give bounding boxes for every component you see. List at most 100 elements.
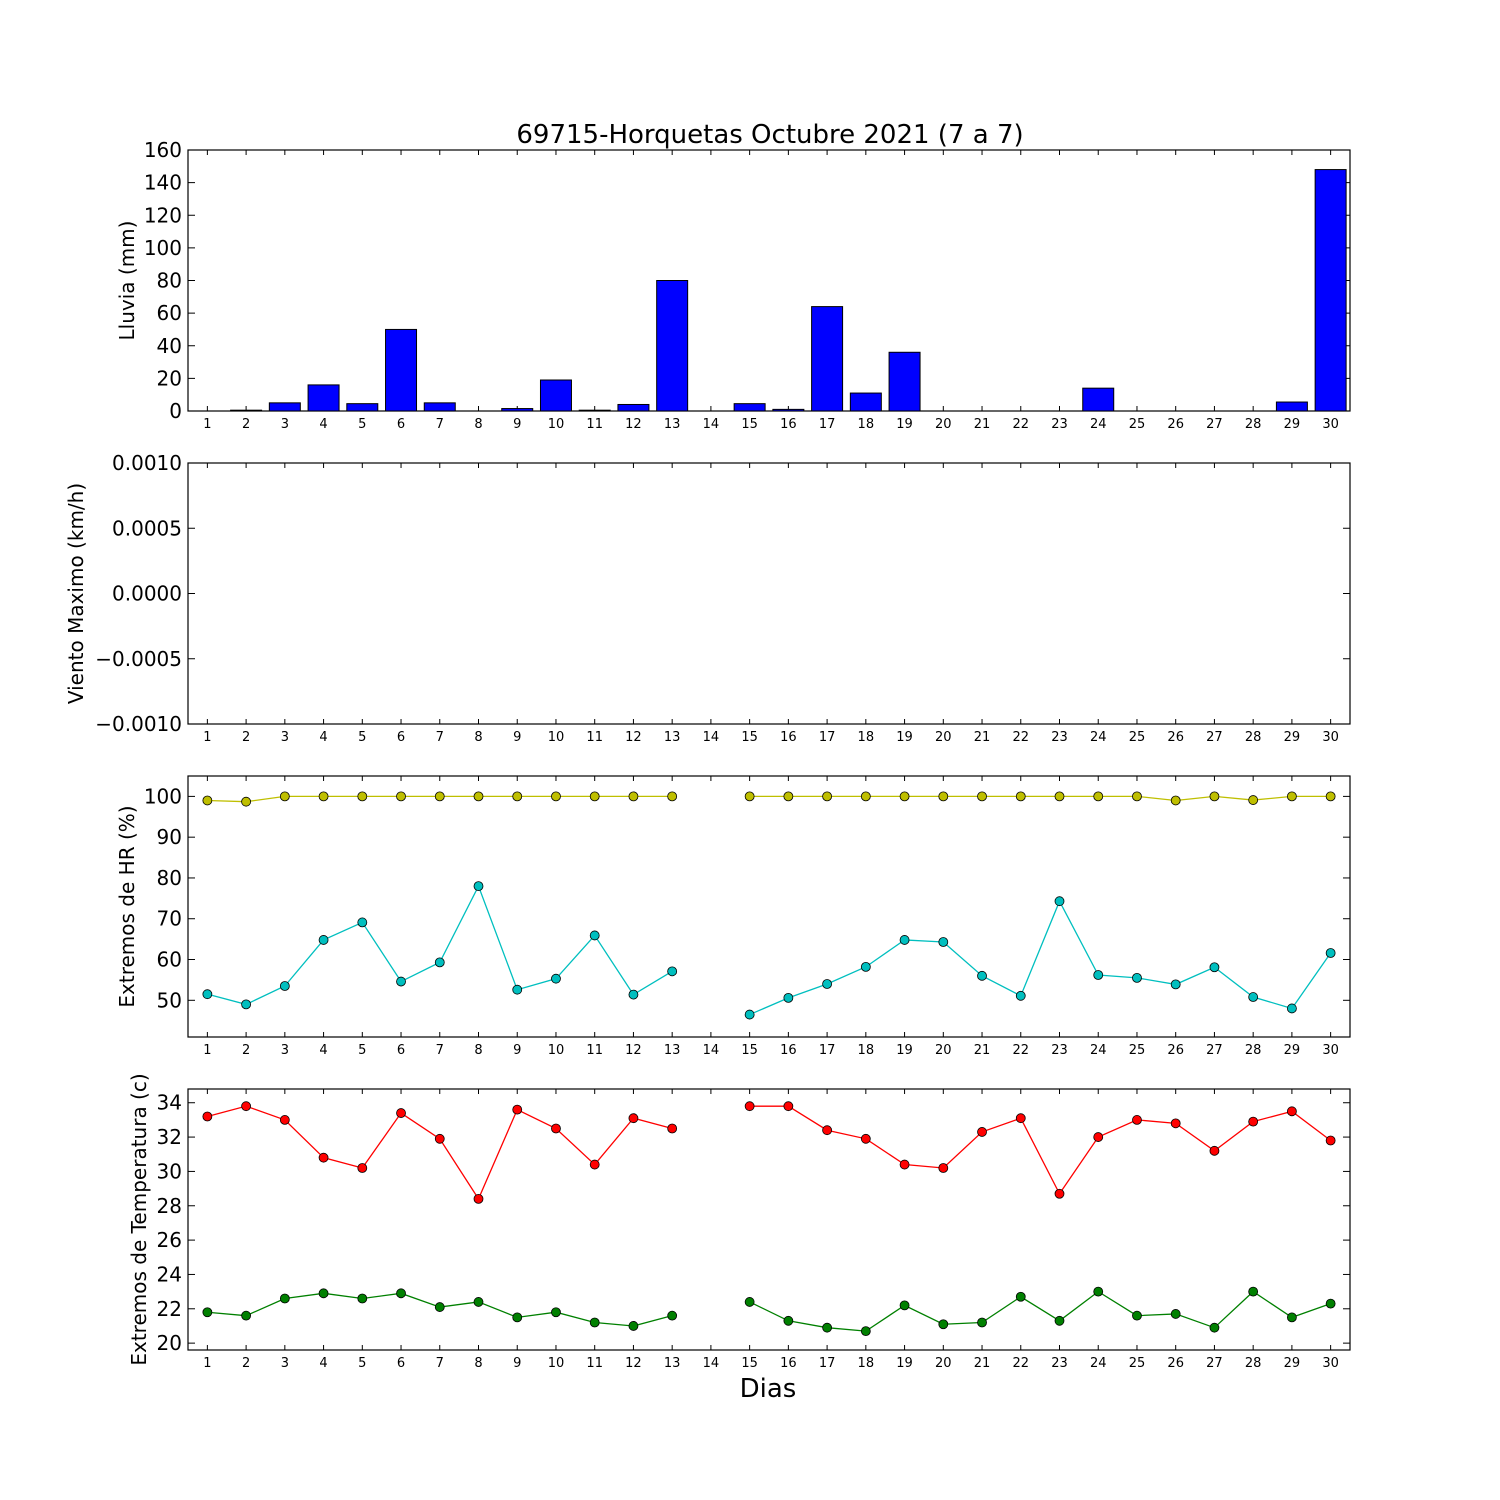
plot-frame	[187, 149, 1351, 412]
x-tick-label: 28	[1245, 1356, 1262, 1371]
x-tick-label: 14	[703, 1356, 720, 1371]
x-tick-label: 7	[436, 417, 444, 432]
hr_min-point	[318, 935, 329, 945]
x-axis-label: Dias	[740, 1374, 797, 1404]
t_max-point	[357, 1163, 368, 1173]
y-tick-label: 0.0010	[112, 451, 182, 475]
t_max-point	[899, 1159, 910, 1170]
x-tick-label: 1	[203, 1356, 211, 1371]
hr_min-point	[551, 973, 561, 984]
x-tick-label: 15	[741, 1043, 758, 1058]
hr_max-line	[749, 795, 1331, 802]
t_max-point	[241, 1101, 252, 1112]
x-tick-label: 16	[780, 417, 797, 432]
plot-frame	[187, 462, 1351, 725]
x-tick-label: 28	[1245, 417, 1262, 432]
x-tick-label: 27	[1206, 730, 1223, 745]
x-tick-label: 9	[513, 730, 521, 745]
plot-frame	[187, 775, 1351, 1038]
t_max-point	[1093, 1132, 1104, 1142]
t_max-point	[473, 1193, 484, 1204]
rain-bar	[578, 409, 611, 412]
hr_min-point	[512, 984, 523, 995]
x-tick-label: 21	[974, 417, 991, 432]
hr_min-point	[241, 999, 252, 1010]
t_min-point	[1325, 1298, 1336, 1309]
t_max-point	[667, 1123, 678, 1134]
panel-rain: 1 2 3 4 5 6 7 8 9 10 11 12 13 14 15 16 17 18 19 20 21 22 23 24 2…	[115, 138, 1351, 432]
x-tick-label: 1	[203, 730, 211, 745]
t_max-point	[628, 1113, 639, 1124]
y-tick-label: 100	[144, 236, 182, 260]
x-tick-label: 10	[548, 730, 565, 745]
x-tick-label: 17	[819, 1356, 836, 1371]
hr_min-point	[357, 917, 368, 928]
t_min-point	[434, 1302, 445, 1312]
hr_min-point	[1170, 979, 1181, 990]
chart-title: 69715-Horquetas Octubre 2021 (7 a 7)	[516, 120, 1023, 150]
hr_max-point	[473, 791, 484, 802]
x-tick-label: 3	[281, 1043, 289, 1058]
t_min-point	[202, 1307, 213, 1318]
t_min-point	[860, 1326, 871, 1337]
t_min-point	[357, 1293, 368, 1304]
y-tick-label: 50	[157, 988, 182, 1012]
x-tick-label: 17	[819, 417, 836, 432]
x-tick-label: 20	[935, 1356, 952, 1371]
hr_min-point	[667, 966, 678, 977]
hr_max-point	[1170, 795, 1181, 806]
t_min-line	[749, 1290, 1331, 1332]
hr_min-point	[783, 992, 794, 1003]
x-tick-label: 26	[1167, 1043, 1184, 1058]
x-tick-label: 5	[358, 417, 366, 432]
y-tick-label: 60	[157, 301, 182, 325]
x-tick-label: 4	[319, 730, 327, 745]
hr_min-point	[279, 981, 290, 991]
hr_max-point	[628, 791, 639, 802]
x-tick-label: 13	[664, 730, 681, 745]
x-tick-label: 3	[281, 417, 289, 432]
y-axis-label: Viento Maximo (km/h)	[64, 483, 88, 704]
x-tick-label: 26	[1167, 730, 1184, 745]
y-tick-label: 34	[157, 1091, 182, 1115]
x-tick-label: 20	[935, 730, 952, 745]
t_min-point	[1015, 1291, 1026, 1302]
hr_max-point	[512, 791, 523, 802]
hr_min-point	[1054, 896, 1065, 907]
y-tick-label: −0.0005	[95, 647, 182, 671]
x-tick-label: 12	[625, 417, 642, 432]
x-tick-label: 22	[1012, 730, 1029, 745]
x-tick-label: 23	[1051, 730, 1068, 745]
hr_max-point	[899, 791, 910, 802]
x-tick-label: 25	[1129, 730, 1146, 745]
y-axis-label: Extremos de Temperatura (c)	[127, 1073, 151, 1365]
x-tick-label: 2	[242, 1043, 250, 1058]
x-tick-label: 13	[664, 417, 681, 432]
y-tick-label: 70	[157, 907, 182, 931]
t_max-point	[822, 1125, 832, 1136]
x-tick-label: 10	[548, 417, 565, 432]
x-tick-label: 28	[1245, 1043, 1262, 1058]
y-tick-label: 90	[157, 825, 182, 849]
hr_min-point	[1248, 992, 1259, 1002]
x-tick-label: 7	[436, 730, 444, 745]
t_max-point	[396, 1108, 406, 1118]
rain-bar	[385, 328, 418, 412]
x-tick-label: 28	[1245, 730, 1262, 745]
x-tick-label: 8	[474, 417, 482, 432]
rain-bar	[346, 403, 379, 412]
t_min-point	[396, 1288, 406, 1299]
x-tick-label: 29	[1284, 730, 1301, 745]
hr_max-point	[241, 796, 252, 807]
t_max-point	[1325, 1135, 1336, 1146]
x-tick-label: 21	[974, 730, 991, 745]
t_min-point	[744, 1297, 755, 1307]
t_max-point	[1015, 1113, 1026, 1124]
t_min-point	[318, 1288, 329, 1299]
x-tick-label: 25	[1129, 1043, 1146, 1058]
x-tick-label: 5	[358, 730, 366, 745]
t_max-point	[1287, 1106, 1297, 1117]
t_max-point	[512, 1104, 523, 1115]
t_min-point	[1248, 1286, 1259, 1297]
y-tick-label: 40	[157, 334, 182, 358]
